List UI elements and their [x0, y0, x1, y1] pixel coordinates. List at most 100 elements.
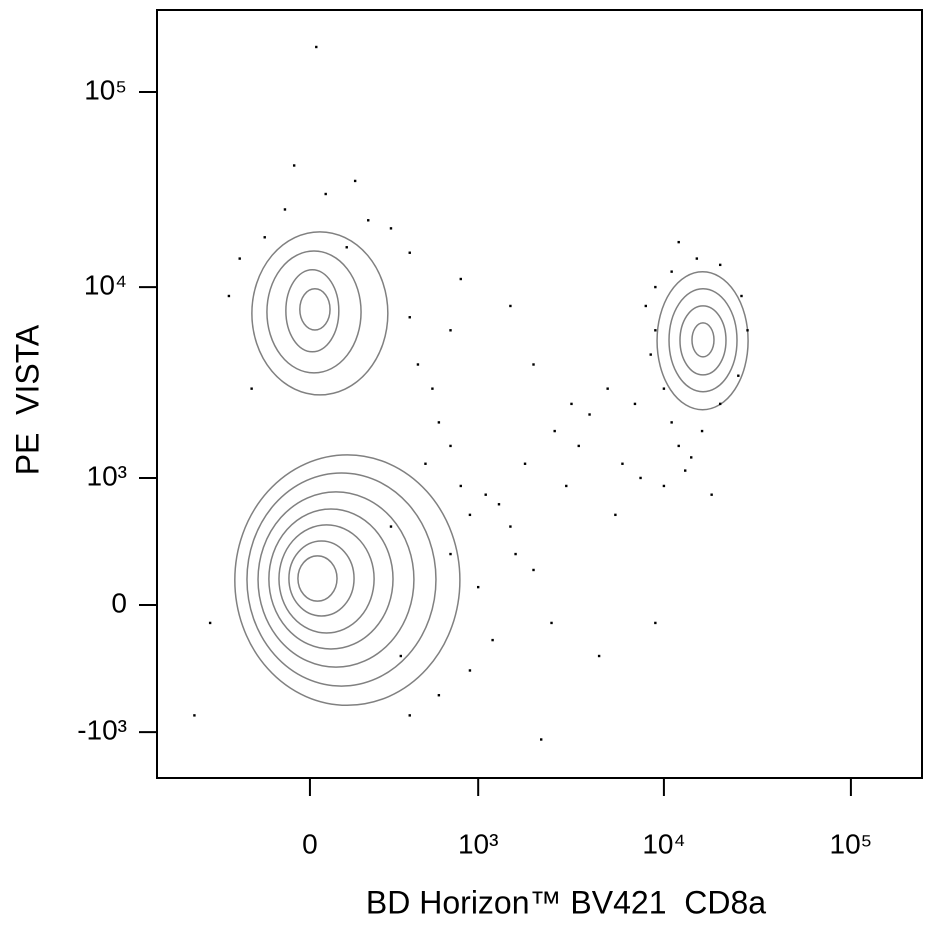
x-tick-label: 10³ [458, 828, 498, 859]
event-dot [577, 444, 580, 448]
contour-line [266, 250, 362, 374]
event-dot [621, 462, 624, 465]
event-dot [644, 304, 647, 308]
event-dot [476, 585, 480, 589]
event-dot [437, 421, 441, 424]
y-tick-label: 10³ [87, 460, 127, 491]
event-dot [639, 476, 642, 480]
contour-line [268, 508, 394, 650]
event-dot [408, 714, 411, 717]
event-dot [614, 513, 617, 517]
event-dot [606, 387, 609, 390]
contour-line [297, 555, 338, 602]
event-dot [292, 164, 296, 167]
event-dot [649, 353, 652, 356]
contour-line [668, 288, 738, 393]
event-dot [570, 402, 573, 406]
event-dot [700, 429, 704, 433]
event-dot [424, 462, 427, 465]
event-dot [449, 444, 452, 448]
contour-line [246, 472, 437, 687]
event-dot [459, 484, 462, 488]
contour-line [278, 524, 375, 634]
event-dot [677, 240, 680, 244]
event-dot [509, 525, 512, 528]
contour-line [691, 322, 715, 358]
event-dot [193, 714, 196, 717]
event-dot [509, 304, 512, 308]
event-dot [353, 179, 357, 183]
event-dot [497, 503, 501, 506]
x-axis-label: BD Horizon™ BV421 CD8a [366, 884, 766, 920]
event-dot [588, 413, 591, 416]
y-tick-label: 0 [111, 587, 127, 618]
event-dot [565, 484, 568, 488]
contour-line [251, 231, 389, 396]
event-dot [690, 456, 693, 459]
event-dot [597, 654, 601, 658]
y-tick-label: 10⁴ [84, 269, 127, 300]
event-dot [345, 246, 348, 249]
x-tick-label: 10⁵ [830, 828, 873, 859]
event-dot [550, 621, 553, 625]
event-dot [250, 387, 253, 390]
contour-line [299, 288, 331, 331]
event-dot [670, 270, 673, 273]
event-dot [324, 192, 327, 196]
event-dot [633, 402, 637, 406]
event-dot [718, 402, 722, 406]
event-dot [718, 263, 722, 267]
y-axis-label: PE VISTA [9, 324, 45, 475]
event-dot [283, 208, 287, 211]
contour-line [257, 491, 415, 668]
event-dot [491, 638, 494, 642]
event-dot [662, 484, 666, 488]
event-dot [695, 257, 699, 260]
event-dot [416, 363, 420, 366]
event-dot [408, 316, 411, 319]
event-dot [468, 513, 472, 517]
event-dot [449, 329, 452, 332]
event-dot [553, 429, 556, 433]
event-dot [459, 277, 462, 281]
event-dot [389, 227, 393, 230]
plot-frame [156, 9, 923, 779]
event-dot [654, 285, 657, 289]
contour-line [288, 540, 355, 617]
y-tick-label: 10⁵ [84, 74, 127, 105]
event-dot [532, 363, 535, 366]
event-dot [710, 493, 713, 496]
event-dot [389, 525, 393, 528]
event-dot [670, 421, 673, 424]
event-dot [367, 219, 370, 222]
contour-line [285, 269, 340, 353]
contour-line [234, 454, 461, 707]
y-tick-label: -10³ [77, 715, 127, 746]
event-dot [514, 552, 517, 556]
event-dot [399, 654, 402, 658]
contour-line [679, 305, 727, 376]
event-dot [677, 444, 680, 448]
event-dot [737, 374, 740, 377]
event-dot [532, 568, 535, 572]
event-dot [654, 621, 657, 625]
event-dot [449, 552, 452, 556]
event-dot [746, 329, 749, 332]
event-dot [654, 329, 657, 332]
event-dot [408, 251, 411, 254]
event-dot [684, 469, 687, 472]
event-dot [208, 621, 212, 625]
event-dot [523, 462, 527, 465]
event-dot [227, 294, 231, 298]
x-tick-label: 0 [302, 828, 318, 859]
contour-line [656, 271, 749, 411]
x-tick-label: 10⁴ [642, 828, 685, 859]
event-dot [437, 694, 441, 697]
event-dot [484, 493, 487, 496]
event-dot [315, 45, 318, 49]
event-dot [263, 236, 266, 239]
event-dot [740, 294, 743, 298]
event-dot [431, 387, 434, 390]
event-dot [539, 738, 543, 741]
